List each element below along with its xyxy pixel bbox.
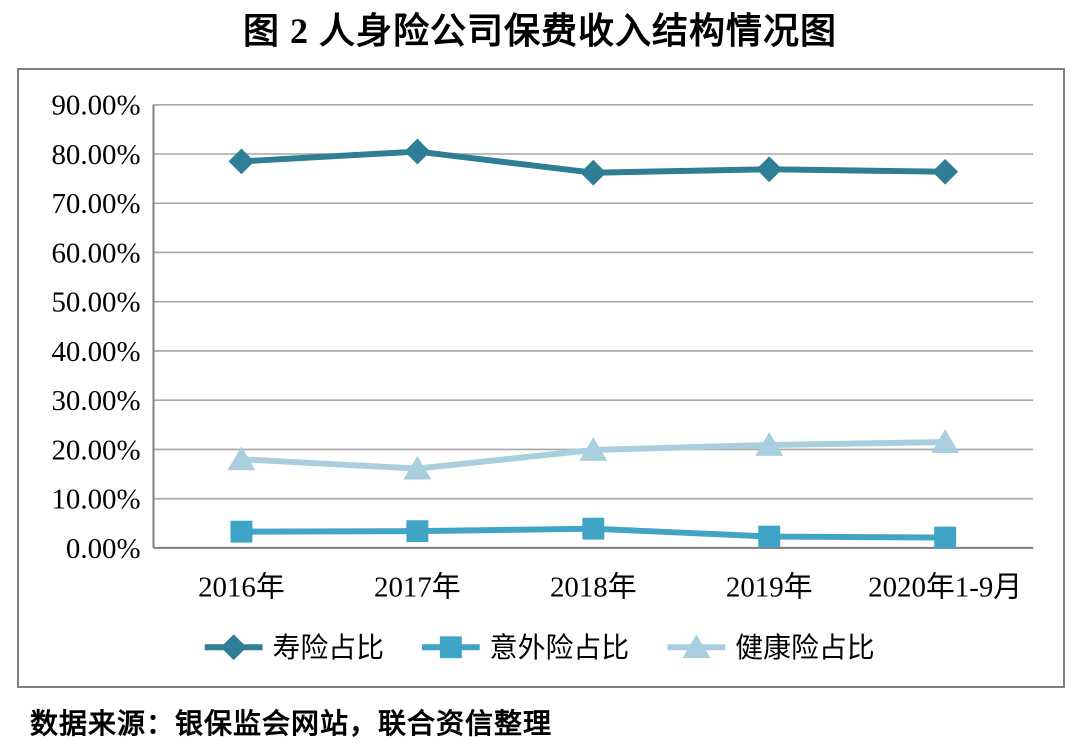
accident-share-marker [582,517,605,540]
x-tick-label: 2019年 [726,572,813,604]
x-tick-label: 2016年 [198,572,285,604]
legend-label-health-share: 健康险占比 [735,632,874,664]
legend-marker-health-share [682,634,711,659]
chart-title: 图 2 人身险公司保费收入结构情况图 [242,11,837,51]
health-share-marker [579,437,608,461]
chart-frame: 0.00% 10.00% 20.00% 30.00% 40.00% 50.00% 60.00… [17,68,1065,688]
health-share-marker [931,429,960,453]
life-share-marker [580,159,607,186]
y-tick-label: 60.00% [51,237,140,269]
legend-label-life-share: 寿险占比 [273,632,385,664]
x-tick-label: 2018年 [550,572,637,604]
life-share-marker [228,148,255,175]
accident-share-marker [406,520,429,543]
life-share-marker [756,156,783,183]
life-share-marker [404,138,431,165]
accident-share-marker [934,526,957,549]
life-share-marker [932,158,959,185]
health-share-marker [227,446,256,471]
y-tick-label: 80.00% [51,139,140,171]
health-share-marker [403,455,432,480]
health-share-marker [755,432,784,456]
y-tick-label: 20.00% [51,434,140,466]
y-tick-label: 90.00% [51,90,140,122]
x-tick-label: 2020年1-9月 [868,572,1022,604]
y-tick-label: 70.00% [51,188,140,220]
y-tick-label: 30.00% [51,385,140,417]
legend-label-accident-share: 意外险占比 [490,632,629,664]
legend-marker-accident-share [439,636,462,659]
y-tick-label: 40.00% [51,336,140,368]
accident-share-marker [230,520,253,543]
legend-marker-life-share [220,634,247,661]
y-tick-label: 10.00% [51,484,140,516]
x-tick-label: 2017年 [374,572,461,604]
chart-svg: 0.00% 10.00% 20.00% 30.00% 40.00% 50.00% 60.00… [51,90,1034,664]
accident-share-marker [758,525,781,548]
y-tick-label: 0.00% [66,533,141,565]
source-note: 数据来源：银保监会网站，联合资信整理 [30,709,553,740]
y-tick-label: 50.00% [51,287,140,319]
